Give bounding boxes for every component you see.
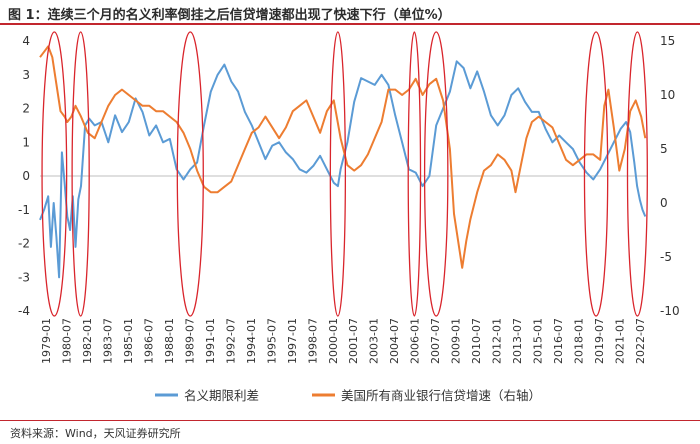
legend-label-spread: 名义期限利差 xyxy=(184,388,259,403)
x-tick-label: 1991-01 xyxy=(204,318,217,364)
series-layer xyxy=(39,45,647,279)
x-tick-label: 2019-07 xyxy=(593,318,606,364)
right-tick-label: 5 xyxy=(660,142,668,156)
left-tick-label: -3 xyxy=(18,270,30,284)
x-tick-label: 2004-07 xyxy=(388,318,401,364)
x-tick-label: 2015-01 xyxy=(532,318,545,364)
left-tick-label: 2 xyxy=(22,102,30,116)
x-tick-label: 1988-01 xyxy=(163,318,176,364)
x-tick-label: 1995-07 xyxy=(265,318,278,364)
x-tick-label: 2013-07 xyxy=(511,318,524,364)
right-axis: -10 -5 0 5 10 15 xyxy=(660,34,680,318)
series-line-spread xyxy=(39,60,647,279)
left-tick-label: -2 xyxy=(18,237,30,251)
x-tick-label: 2009-01 xyxy=(450,318,463,364)
x-tick-label: 1994-01 xyxy=(245,318,258,364)
x-tick-label: 1992-07 xyxy=(224,318,237,364)
x-tick-label: 2018-01 xyxy=(573,318,586,364)
right-tick-label: -5 xyxy=(660,250,672,264)
x-tick-label: 1983-07 xyxy=(101,318,114,364)
left-tick-label: 4 xyxy=(22,34,30,48)
highlight-ellipse xyxy=(71,31,90,317)
x-tick-label: 2016-07 xyxy=(552,318,565,364)
x-tick-label: 2021-01 xyxy=(614,318,627,364)
right-tick-label: -10 xyxy=(660,304,680,318)
left-tick-label: -4 xyxy=(18,304,30,318)
left-tick-label: 1 xyxy=(22,135,30,149)
legend: 名义期限利差 美国所有商业银行信贷增速（右轴） xyxy=(155,388,541,403)
left-tick-label: -1 xyxy=(18,203,30,217)
chart-title: 图 1：连续三个月的名义利率倒挂之后信贷增速都出现了快速下行（单位%） xyxy=(8,8,451,23)
highlight-ellipse xyxy=(41,31,68,317)
title-rule xyxy=(0,23,700,25)
highlight-ellipse xyxy=(176,31,204,317)
x-tick-label: 1980-07 xyxy=(61,318,74,364)
highlight-ellipse xyxy=(626,31,648,317)
x-tick-label: 2022-07 xyxy=(634,318,647,364)
right-tick-label: 10 xyxy=(660,88,675,102)
x-tick-label: 1985-01 xyxy=(122,318,135,364)
x-tick-label: 1979-01 xyxy=(40,318,53,364)
x-tick-label: 1989-07 xyxy=(183,318,196,364)
left-tick-label: 0 xyxy=(22,169,30,183)
x-tick-label: 1982-01 xyxy=(81,318,94,364)
x-tick-label: 1998-07 xyxy=(306,318,319,364)
left-axis: -4 -3 -2 -1 0 1 2 3 4 xyxy=(18,34,30,318)
source-note: 资料来源：Wind，天风证券研究所 xyxy=(10,427,181,440)
x-tick-label: 1997-01 xyxy=(286,318,299,364)
x-axis: 1979-01 1980-07 1982-01 1983-07 1985-01 1986-… xyxy=(40,318,647,364)
x-tick-label: 2003-01 xyxy=(368,318,381,364)
right-tick-label: 0 xyxy=(660,196,668,210)
highlight-ellipse xyxy=(407,31,422,317)
highlight-layer xyxy=(41,31,648,317)
x-tick-label: 2006-01 xyxy=(409,318,422,364)
right-tick-label: 15 xyxy=(660,34,675,48)
x-tick-label: 2007-07 xyxy=(429,318,442,364)
footer-rule xyxy=(0,420,700,421)
x-tick-label: 2012-01 xyxy=(491,318,504,364)
series-line-loan xyxy=(39,45,647,269)
left-tick-label: 3 xyxy=(22,68,30,82)
highlight-ellipse xyxy=(329,31,347,317)
legend-label-loan: 美国所有商业银行信贷增速（右轴） xyxy=(341,388,541,403)
x-tick-label: 2001-07 xyxy=(347,318,360,364)
x-tick-label: 2010-07 xyxy=(470,318,483,364)
x-tick-label: 2000-01 xyxy=(327,318,340,364)
highlight-ellipse xyxy=(423,31,449,317)
highlight-ellipse xyxy=(583,31,609,317)
x-tick-label: 1986-07 xyxy=(142,318,155,364)
